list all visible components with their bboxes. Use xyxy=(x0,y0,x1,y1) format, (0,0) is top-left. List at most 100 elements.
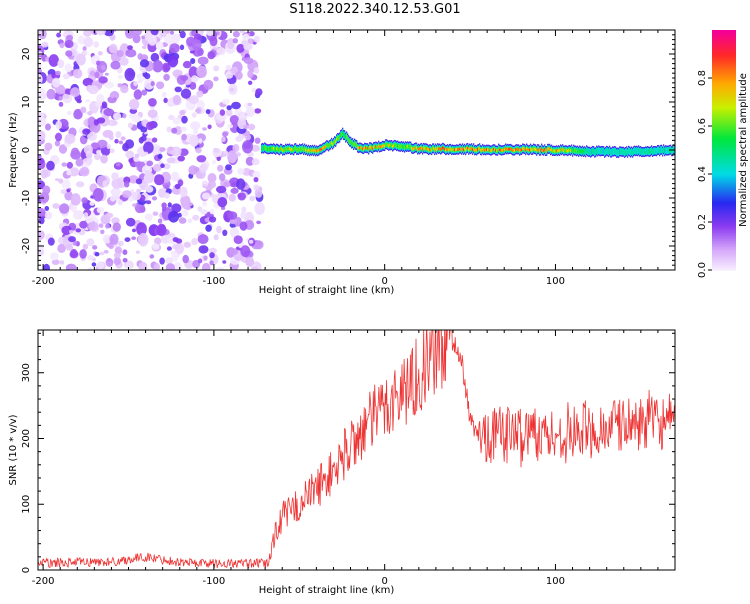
ridge-peak xyxy=(423,146,425,150)
ridge-inner xyxy=(609,148,611,153)
noise-speckle xyxy=(57,59,65,68)
colorbar-segment xyxy=(712,170,736,173)
ridge-peak xyxy=(427,147,429,151)
ridge-inner xyxy=(631,149,633,154)
noise-speckle xyxy=(75,228,81,233)
noise-speckle xyxy=(191,39,202,51)
colorbar-segment xyxy=(712,46,736,49)
noise-speckle xyxy=(174,86,182,93)
ridge-inner xyxy=(618,150,620,155)
colorbar-segment xyxy=(712,36,736,39)
noise-speckle xyxy=(250,266,259,270)
noise-speckle xyxy=(96,60,101,66)
noise-speckle xyxy=(103,81,114,89)
ridge-peak xyxy=(525,148,527,152)
noise-speckle xyxy=(170,30,174,35)
ridge-inner xyxy=(612,149,614,154)
colorbar-segment xyxy=(712,184,736,187)
bottom-y-tick-label: 100 xyxy=(21,495,32,514)
ridge-peak xyxy=(357,146,359,149)
noise-speckle xyxy=(66,161,74,169)
noise-speckle xyxy=(217,47,226,56)
ridge-inner xyxy=(278,147,280,152)
ridge-peak xyxy=(551,148,553,151)
noise-speckle xyxy=(52,203,60,209)
noise-speckle xyxy=(162,91,167,98)
ridge-inner xyxy=(588,149,590,154)
ridge-peak xyxy=(372,147,374,151)
noise-speckle xyxy=(166,157,176,164)
noise-speckle xyxy=(229,218,238,225)
ridge-peak xyxy=(309,149,311,153)
colorbar-segment xyxy=(712,214,736,217)
colorbar-segment xyxy=(712,50,736,53)
ridge-inner xyxy=(292,147,294,152)
ridge-peak xyxy=(413,147,415,151)
noise-speckle xyxy=(209,260,214,266)
ridge-inner xyxy=(342,130,344,135)
noise-speckle xyxy=(116,50,124,58)
ridge-inner xyxy=(395,143,397,148)
ridge-inner xyxy=(349,139,351,144)
ridge-inner xyxy=(263,146,265,151)
noise-speckle xyxy=(248,80,253,86)
colorbar-segment xyxy=(712,178,736,181)
ridge-inner xyxy=(399,144,401,149)
noise-speckle xyxy=(85,150,93,159)
noise-speckle xyxy=(148,98,157,107)
ridge-peak xyxy=(440,148,442,151)
colorbar-segment xyxy=(712,80,736,83)
colorbar-tick-label: 0.8 xyxy=(697,70,708,86)
noise-speckle xyxy=(247,70,254,79)
noise-speckle xyxy=(85,99,91,103)
noise-speckle xyxy=(213,234,219,241)
ridge-inner xyxy=(343,133,345,138)
noise-speckle xyxy=(57,243,66,253)
noise-speckle xyxy=(206,30,215,36)
noise-speckle xyxy=(242,140,253,154)
noise-speckle xyxy=(181,209,189,217)
ridge-inner xyxy=(633,149,635,154)
noise-speckle xyxy=(207,173,217,183)
noise-speckle xyxy=(118,140,123,145)
colorbar-segment xyxy=(712,42,736,45)
colorbar-segment xyxy=(712,118,736,121)
noise-speckle xyxy=(103,108,115,117)
ridge-inner xyxy=(666,148,668,153)
ridge-inner xyxy=(629,149,631,154)
noise-speckle xyxy=(96,149,102,155)
noise-speckle xyxy=(222,260,227,264)
colorbar-segment xyxy=(712,134,736,137)
ridge-peak xyxy=(313,149,315,153)
noise-speckle xyxy=(233,235,243,244)
noise-speckle xyxy=(152,211,159,216)
ridge-peak xyxy=(437,146,439,150)
noise-speckle xyxy=(180,88,192,99)
ridge-peak xyxy=(315,150,317,153)
noise-speckle xyxy=(58,96,63,101)
ridge-inner xyxy=(492,147,494,152)
ridge-peak xyxy=(542,148,544,152)
ridge-peak xyxy=(511,148,513,151)
noise-speckle xyxy=(44,211,53,220)
ridge-inner xyxy=(345,135,347,140)
ridge-peak xyxy=(417,148,419,151)
noise-speckle xyxy=(80,106,87,114)
noise-speckle xyxy=(102,129,114,138)
ridge-peak xyxy=(559,149,561,153)
top-x-tick-label: 0 xyxy=(381,276,387,287)
noise-speckle xyxy=(179,109,186,116)
ridge-inner xyxy=(662,149,664,154)
noise-speckle xyxy=(114,194,120,201)
noise-speckle xyxy=(181,133,188,141)
noise-speckle xyxy=(152,163,162,172)
noise-speckle xyxy=(43,263,50,270)
ridge-peak xyxy=(523,147,525,150)
colorbar-tick-label: 0.4 xyxy=(697,166,708,182)
colorbar-segment xyxy=(712,172,736,175)
colorbar-segment xyxy=(712,260,736,263)
noise-speckle xyxy=(110,60,121,70)
ridge-peak xyxy=(378,144,380,147)
noise-speckle xyxy=(254,108,262,114)
ridge-peak xyxy=(381,145,383,148)
